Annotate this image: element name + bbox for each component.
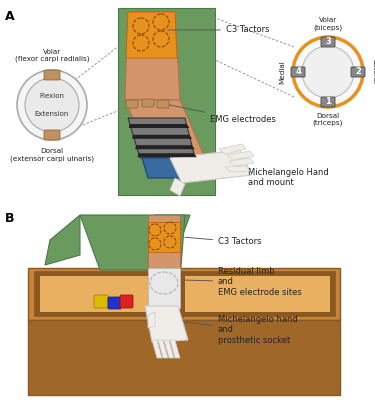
- Polygon shape: [170, 340, 180, 358]
- Text: Extension: Extension: [35, 111, 69, 117]
- Text: Michelangelo Hand
and mount: Michelangelo Hand and mount: [248, 168, 329, 187]
- Text: C3 Tactors: C3 Tactors: [168, 26, 270, 34]
- Polygon shape: [135, 145, 195, 149]
- Polygon shape: [28, 268, 340, 320]
- Polygon shape: [158, 340, 168, 358]
- Text: Residual limb
and
EMG electrode sites: Residual limb and EMG electrode sites: [185, 267, 302, 297]
- Circle shape: [17, 70, 87, 140]
- Polygon shape: [128, 118, 195, 158]
- Polygon shape: [225, 166, 250, 172]
- Text: Michelangelo hand
and
prosthetic socket: Michelangelo hand and prosthetic socket: [185, 315, 298, 345]
- Text: B: B: [5, 212, 15, 225]
- Polygon shape: [185, 276, 330, 312]
- FancyBboxPatch shape: [142, 99, 154, 107]
- Polygon shape: [148, 312, 155, 328]
- Text: Lateral: Lateral: [371, 60, 375, 84]
- FancyBboxPatch shape: [108, 297, 121, 309]
- Text: 2: 2: [355, 68, 361, 76]
- Polygon shape: [125, 100, 210, 170]
- Polygon shape: [129, 124, 189, 128]
- Polygon shape: [126, 12, 177, 58]
- Polygon shape: [125, 12, 180, 100]
- FancyBboxPatch shape: [44, 70, 60, 80]
- FancyBboxPatch shape: [351, 67, 365, 77]
- FancyBboxPatch shape: [120, 295, 133, 308]
- Polygon shape: [118, 8, 215, 195]
- FancyBboxPatch shape: [44, 130, 60, 140]
- Polygon shape: [219, 144, 246, 154]
- Polygon shape: [35, 272, 335, 316]
- Polygon shape: [28, 320, 340, 395]
- Text: EMG electrodes: EMG electrodes: [168, 104, 276, 124]
- Polygon shape: [148, 215, 185, 280]
- Polygon shape: [145, 306, 188, 342]
- Polygon shape: [138, 153, 197, 157]
- Text: Medial: Medial: [279, 60, 285, 84]
- Polygon shape: [40, 276, 180, 312]
- Text: 1: 1: [325, 98, 331, 106]
- Polygon shape: [227, 151, 254, 160]
- Polygon shape: [80, 215, 190, 270]
- Polygon shape: [142, 158, 205, 178]
- Circle shape: [293, 37, 363, 107]
- FancyBboxPatch shape: [321, 37, 335, 47]
- Text: Flexion: Flexion: [39, 93, 64, 99]
- Text: 3: 3: [325, 38, 331, 46]
- Circle shape: [25, 78, 79, 132]
- Text: Volar
(biceps): Volar (biceps): [314, 18, 343, 31]
- Polygon shape: [170, 150, 252, 183]
- Circle shape: [302, 46, 354, 98]
- Polygon shape: [152, 340, 162, 358]
- Text: A: A: [5, 10, 15, 23]
- Text: Dorsal
(extensor carpi ulnaris): Dorsal (extensor carpi ulnaris): [10, 148, 94, 162]
- FancyBboxPatch shape: [94, 295, 108, 308]
- Text: 4: 4: [295, 68, 301, 76]
- Polygon shape: [45, 215, 80, 265]
- Polygon shape: [148, 215, 180, 270]
- Polygon shape: [170, 178, 185, 196]
- Text: C3 Tactors: C3 Tactors: [185, 237, 261, 246]
- Polygon shape: [164, 340, 174, 358]
- Polygon shape: [148, 222, 180, 252]
- FancyBboxPatch shape: [157, 100, 169, 108]
- FancyBboxPatch shape: [321, 97, 335, 107]
- Text: Dorsal
(triceps): Dorsal (triceps): [313, 113, 343, 126]
- FancyBboxPatch shape: [126, 100, 138, 108]
- Text: Volar
(flexor carpi radialis): Volar (flexor carpi radialis): [15, 48, 89, 62]
- Polygon shape: [148, 268, 180, 308]
- Polygon shape: [229, 158, 254, 166]
- FancyBboxPatch shape: [291, 67, 305, 77]
- Polygon shape: [132, 135, 192, 139]
